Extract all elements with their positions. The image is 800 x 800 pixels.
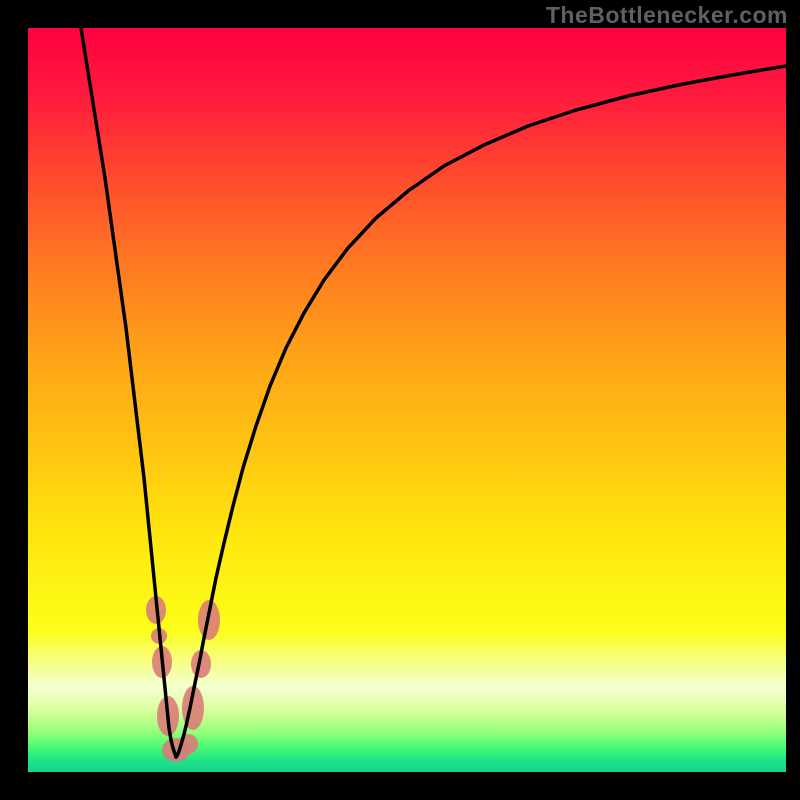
chart-container: TheBottlenecker.com	[0, 0, 800, 800]
curve-left	[81, 28, 176, 757]
plot-area	[28, 28, 786, 772]
curve-right	[176, 66, 786, 757]
watermark-text: TheBottlenecker.com	[546, 2, 788, 29]
curves-svg	[28, 28, 786, 772]
